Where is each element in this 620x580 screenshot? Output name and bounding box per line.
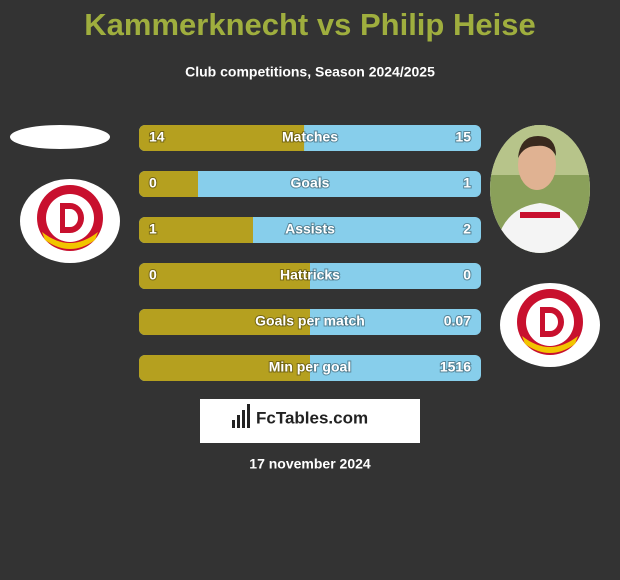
right-value: 1516 — [440, 359, 471, 375]
player-photo — [490, 125, 590, 253]
left-value: 14 — [149, 129, 165, 145]
date: 17 november 2024 — [249, 456, 371, 472]
subtitle: Club competitions, Season 2024/2025 — [185, 64, 435, 80]
placeholder-logo — [10, 125, 110, 149]
bar-left — [139, 263, 310, 289]
stat-label: Min per goal — [269, 359, 351, 375]
right-value: 0.07 — [444, 313, 471, 329]
stat-label: Goals per match — [255, 313, 365, 329]
bar-left — [139, 171, 198, 197]
right-value: 1 — [463, 175, 471, 191]
title: Kammerknecht vs Philip Heise — [84, 7, 535, 42]
bar-track — [139, 171, 481, 197]
left-value: 1 — [149, 221, 157, 237]
left-value: 0 — [149, 267, 157, 283]
left-value: 0 — [149, 175, 157, 191]
club-logo-left — [20, 179, 120, 263]
bar-left — [139, 309, 310, 335]
stat-label: Goals — [291, 175, 330, 191]
stat-rows: Matches 14 15 Goals 0 1 Assists 1 2 Hattricks 0 0 Go… — [139, 125, 481, 381]
right-value: 15 — [455, 129, 471, 145]
stat-label: Matches — [282, 129, 338, 145]
stat-label: Hattricks — [280, 267, 340, 283]
right-value: 2 — [463, 221, 471, 237]
brand-box: FcTables.com — [200, 399, 420, 443]
brand-text: FcTables.com — [256, 408, 368, 427]
bar-left — [139, 355, 310, 381]
stat-label: Assists — [285, 221, 335, 237]
bar-left — [139, 125, 305, 151]
right-value: 0 — [463, 267, 471, 283]
bar-left — [139, 217, 253, 243]
club-logo-right — [500, 283, 600, 367]
